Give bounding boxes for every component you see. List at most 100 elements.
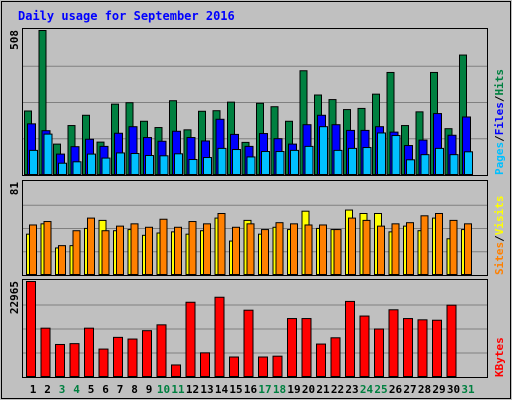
bar-pages-day-3 xyxy=(58,162,67,176)
bar-kbytes-day-15 xyxy=(229,356,239,378)
x-tick-label-day-28: 28 xyxy=(418,383,431,396)
bar-sites-day-8 xyxy=(130,223,139,275)
bar-pages-day-16 xyxy=(246,156,256,176)
x-tick-label-day-2: 2 xyxy=(44,383,51,396)
bar-pages-day-18 xyxy=(275,151,285,175)
bar-kbytes-day-5 xyxy=(84,327,94,377)
series-label-pages: Pages xyxy=(493,142,506,175)
bar-kbytes-day-20 xyxy=(301,318,312,378)
x-tick-label-day-25: 25 xyxy=(374,383,387,396)
series-label-separator-top-3: / xyxy=(493,95,506,102)
bar-sites-day-26 xyxy=(391,223,400,275)
max-label-top: 508 xyxy=(8,30,21,50)
bar-sites-day-6 xyxy=(101,230,110,276)
bar-kbytes-day-12 xyxy=(185,301,196,378)
bar-sites-day-16 xyxy=(246,223,255,275)
bar-kbytes-day-21 xyxy=(316,343,326,377)
x-tick-label-day-22: 22 xyxy=(331,383,344,396)
bar-sites-day-25 xyxy=(377,225,385,275)
series-label-hits: Hits xyxy=(493,69,506,96)
bar-kbytes-day-14 xyxy=(214,296,225,378)
bar-sites-day-30 xyxy=(449,219,458,275)
bar-pages-day-24 xyxy=(362,147,372,175)
bar-pages-day-21 xyxy=(319,126,328,176)
x-tick-label-day-21: 21 xyxy=(316,383,330,396)
x-tick-label-day-6: 6 xyxy=(102,383,109,396)
bar-pages-day-8 xyxy=(130,153,140,175)
x-tick-label-day-9: 9 xyxy=(146,383,153,396)
x-tick-label-day-10: 10 xyxy=(157,383,170,396)
bar-pages-day-15 xyxy=(232,149,241,175)
bar-kbytes-day-2 xyxy=(40,327,51,377)
bar-sites-day-7 xyxy=(116,225,124,275)
bars xyxy=(24,30,473,378)
bar-kbytes-day-4 xyxy=(69,343,80,377)
max-label-bottom: 22965 xyxy=(8,281,21,314)
x-tick-label-day-24: 24 xyxy=(360,383,374,396)
bar-sites-day-23 xyxy=(348,217,356,275)
bar-pages-day-23 xyxy=(348,147,357,176)
x-tick-label-day-26: 26 xyxy=(389,383,403,396)
series-label-visits: Visits xyxy=(493,196,506,236)
bar-pages-day-10 xyxy=(159,155,169,175)
bar-pages-day-4 xyxy=(72,161,82,175)
bar-kbytes-day-19 xyxy=(287,318,297,378)
chart-title: Daily usage for September 2016 xyxy=(18,9,235,23)
x-tick-label-day-29: 29 xyxy=(432,383,445,396)
bar-kbytes-day-9 xyxy=(142,330,152,378)
series-label-kbytes: KBytes xyxy=(493,337,506,377)
bar-sites-day-12 xyxy=(188,221,197,275)
bar-sites-day-13 xyxy=(203,223,211,275)
bar-pages-day-12 xyxy=(188,159,198,175)
bar-sites-day-29 xyxy=(435,213,443,275)
x-tick-label-day-14: 14 xyxy=(215,383,229,396)
bar-sites-day-20 xyxy=(304,224,313,275)
x-tick-label-day-5: 5 xyxy=(88,383,95,396)
bar-pages-day-31 xyxy=(464,151,473,175)
bar-pages-day-20 xyxy=(304,145,314,176)
bar-sites-day-15 xyxy=(232,226,240,275)
bar-kbytes-day-3 xyxy=(55,343,65,377)
bar-pages-day-19 xyxy=(290,149,299,176)
bar-sites-day-14 xyxy=(217,213,226,275)
bar-sites-day-24 xyxy=(362,219,371,275)
bar-sites-day-28 xyxy=(420,215,429,275)
bar-sites-day-11 xyxy=(174,226,182,275)
bar-sites-day-17 xyxy=(261,229,269,276)
x-tick-label-day-13: 13 xyxy=(200,383,213,396)
bar-pages-day-30 xyxy=(449,154,459,176)
x-tick-label-day-3: 3 xyxy=(59,383,66,396)
bar-kbytes-day-11 xyxy=(171,364,181,377)
bar-kbytes-day-26 xyxy=(388,309,399,377)
bar-pages-day-1 xyxy=(29,149,38,176)
bar-sites-day-3 xyxy=(58,245,66,275)
bar-kbytes-day-27 xyxy=(403,318,413,378)
bar-kbytes-day-30 xyxy=(446,304,457,377)
max-label-mid: 81 xyxy=(8,182,21,196)
series-label-separator-mid-1: / xyxy=(493,235,506,242)
x-tick-label-day-16: 16 xyxy=(244,383,258,396)
x-tick-label-day-18: 18 xyxy=(273,383,286,396)
bar-pages-day-28 xyxy=(420,154,430,176)
series-labels-top: Pages/Files/Hits xyxy=(493,69,506,175)
bar-kbytes-day-1 xyxy=(26,281,36,377)
bar-sites-day-9 xyxy=(145,226,153,275)
x-tick-label-day-31: 31 xyxy=(461,383,475,396)
bar-sites-day-21 xyxy=(319,224,327,275)
bar-pages-day-6 xyxy=(101,157,111,175)
bar-pages-day-22 xyxy=(333,149,343,176)
bar-kbytes-day-28 xyxy=(417,319,428,378)
bar-sites-day-31 xyxy=(464,223,472,275)
series-label-separator-top-1: / xyxy=(493,135,506,142)
x-tick-label-day-23: 23 xyxy=(345,383,358,396)
bar-sites-day-4 xyxy=(72,230,81,276)
bar-pages-day-29 xyxy=(435,147,444,176)
x-tick-label-day-19: 19 xyxy=(287,383,300,396)
bar-kbytes-day-22 xyxy=(330,337,341,377)
x-tick-label-day-30: 30 xyxy=(447,383,460,396)
bar-kbytes-day-29 xyxy=(432,319,442,378)
bar-kbytes-day-10 xyxy=(156,324,167,378)
bar-sites-day-18 xyxy=(275,222,284,275)
